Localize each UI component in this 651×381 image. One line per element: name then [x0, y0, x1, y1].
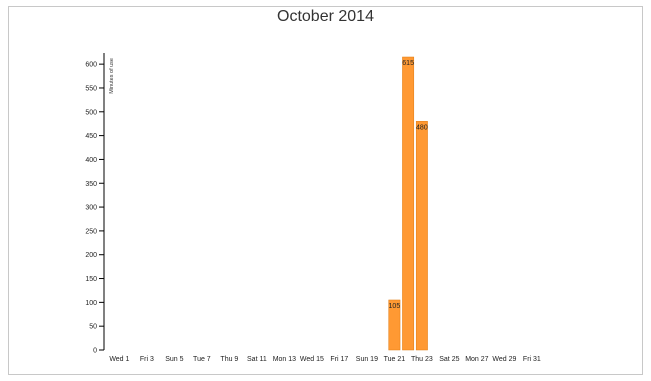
y-tick-label: 500	[85, 109, 97, 116]
y-tick: 600	[85, 62, 104, 69]
x-tick-label: Thu 23	[411, 356, 433, 363]
y-tick-label: 550	[85, 85, 97, 92]
y-tick-label: 400	[85, 157, 97, 164]
y-tick-label: 100	[85, 300, 97, 307]
y-tick-label: 50	[89, 324, 97, 331]
bar-value-label: 105	[389, 303, 401, 310]
y-axis-label: Minutes of use	[109, 58, 115, 94]
x-tick-label: Wed 1	[109, 356, 129, 363]
x-tick-label: Fri 31	[523, 356, 541, 363]
x-tick-label: Mon 13	[273, 356, 296, 363]
bar-value-label: 480	[416, 124, 428, 131]
x-tick-label: Sat 25	[439, 356, 459, 363]
y-tick: 350	[85, 181, 104, 188]
x-tick-label: Fri 3	[140, 356, 154, 363]
x-tick-label: Sat 11	[247, 356, 267, 363]
y-tick: 450	[85, 133, 104, 140]
y-axis: 0 50 100 150 200 250 300 350 400 450 500 550 600	[85, 53, 105, 355]
bar	[388, 299, 401, 351]
y-tick-label: 350	[85, 181, 97, 188]
bar	[415, 121, 428, 351]
bar	[402, 56, 415, 351]
y-tick: 400	[85, 157, 104, 164]
x-tick-label: Wed 15	[300, 356, 324, 363]
x-tick-label: Thu 9	[220, 356, 238, 363]
y-tick: 100	[85, 300, 104, 307]
y-tick-label: 250	[85, 228, 97, 235]
y-tick-label: 0	[93, 348, 97, 355]
y-tick: 550	[85, 85, 104, 92]
x-tick-label: Sun 19	[356, 356, 378, 363]
y-tick: 250	[85, 228, 104, 235]
bar-value-label: 615	[402, 60, 414, 67]
x-tick-label: Wed 29	[492, 356, 516, 363]
y-tick: 500	[85, 109, 104, 116]
x-axis: Wed 1 Fri 3 Sun 5 Tue 7 Thu 9 Sat 11 Mon 13 Wed…	[109, 356, 541, 363]
y-tick-label: 200	[85, 252, 97, 259]
bars: 105 615 480	[388, 56, 428, 351]
x-tick-label: Fri 17	[330, 356, 348, 363]
x-tick-label: Sun 5	[165, 356, 183, 363]
y-tick-label: 150	[85, 276, 97, 283]
y-tick: 300	[85, 205, 104, 212]
y-tick: 200	[85, 252, 104, 259]
chart-title: October 2014	[277, 8, 374, 25]
y-tick: 50	[89, 324, 104, 331]
x-tick-label: Tue 7	[193, 356, 211, 363]
y-tick: 150	[85, 276, 104, 283]
y-tick-label: 300	[85, 205, 97, 212]
x-tick-label: Mon 27	[465, 356, 488, 363]
y-tick-label: 600	[85, 62, 97, 69]
y-tick: 0	[93, 348, 104, 355]
chart-frame	[8, 6, 643, 375]
x-tick-label: Tue 21	[384, 356, 406, 363]
y-tick-label: 450	[85, 133, 97, 140]
